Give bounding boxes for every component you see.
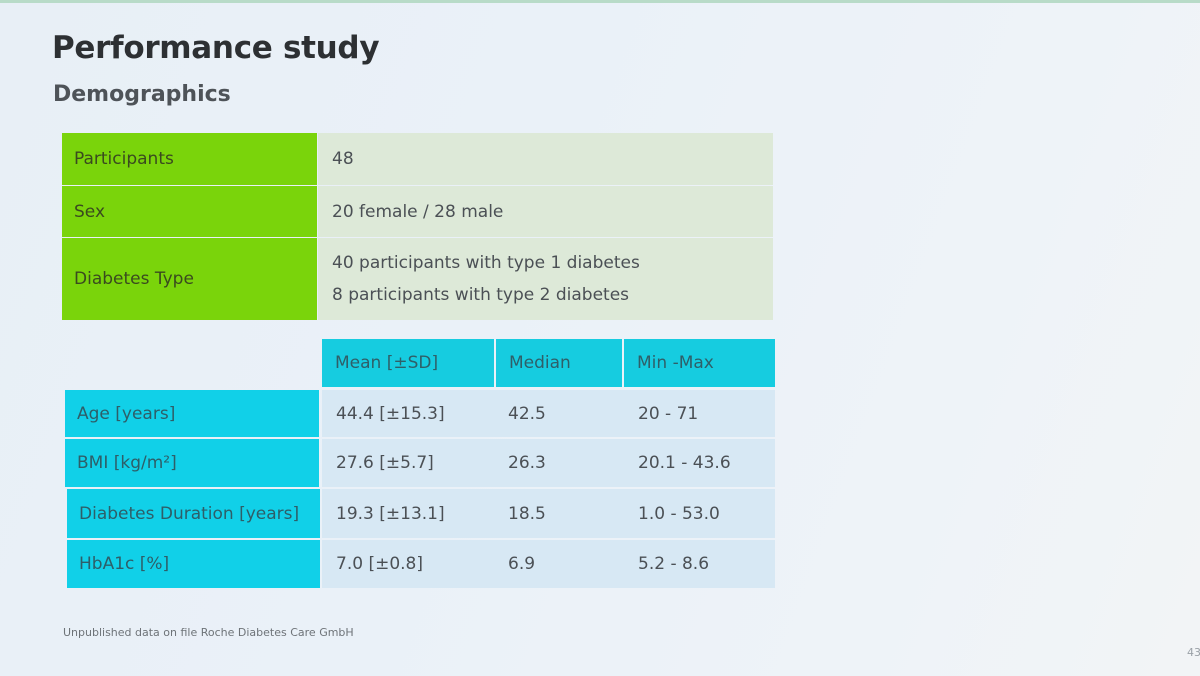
stats-mean-age: 44.4 [±15.3] — [336, 403, 445, 424]
stats-median-hba1c: 6.9 — [508, 554, 536, 574]
stats-mean-diabetes-duration: 19.3 [±13.1] — [336, 503, 445, 524]
stats-mean-hba1c: 7.0 [±0.8] — [336, 554, 423, 574]
stats-range-age: 20 - 71 — [638, 403, 699, 424]
stats-row-bg-age — [322, 390, 775, 437]
source-footnote: Unpublished data on file Roche Diabetes … — [63, 626, 354, 639]
stats-median-diabetes-duration: 18.5 — [508, 503, 546, 524]
diabetes-type-line-2: 8 participants with type 2 diabetes — [332, 285, 630, 305]
stats-header-mean: Mean [±SD] — [322, 339, 494, 387]
stats-range-hba1c: 5.2 - 8.6 — [638, 554, 710, 574]
demographics-value-participants: 48 — [318, 133, 773, 185]
demographics-label-sex: Sex — [62, 186, 317, 237]
diabetes-type-line-1: 40 participants with type 1 diabetes — [332, 253, 640, 273]
top-accent-line — [0, 0, 1200, 3]
stats-range-bmi: 20.1 - 43.6 — [638, 453, 731, 473]
stats-header-median: Median — [496, 339, 622, 387]
stats-row-bg-hba1c — [322, 540, 775, 588]
stats-label-age: Age [years] — [65, 390, 319, 437]
slide-subtitle: Demographics — [53, 82, 231, 107]
stats-row-bg-diabetes-duration — [322, 489, 775, 538]
demographics-value-sex: 20 female / 28 male — [318, 186, 773, 237]
demographics-value-diabetes-type: 40 participants with type 1 diabetes 8 p… — [318, 238, 773, 320]
stats-header-min-max: Min -Max — [624, 339, 775, 387]
stats-median-bmi: 26.3 — [508, 453, 546, 473]
page-number: 43 — [1187, 646, 1200, 659]
demographics-label-diabetes-type: Diabetes Type — [62, 238, 317, 320]
stats-label-diabetes-duration: Diabetes Duration [years] — [67, 489, 320, 538]
stats-median-age: 42.5 — [508, 403, 546, 424]
slide-title: Performance study — [52, 30, 380, 66]
stats-mean-bmi: 27.6 [±5.7] — [336, 453, 434, 473]
stats-range-diabetes-duration: 1.0 - 53.0 — [638, 503, 720, 524]
stats-row-bg-bmi — [322, 439, 775, 487]
stats-label-hba1c: HbA1c [%] — [67, 540, 320, 588]
demographics-label-participants: Participants — [62, 133, 317, 185]
stats-label-bmi: BMI [kg/m²] — [65, 439, 319, 487]
